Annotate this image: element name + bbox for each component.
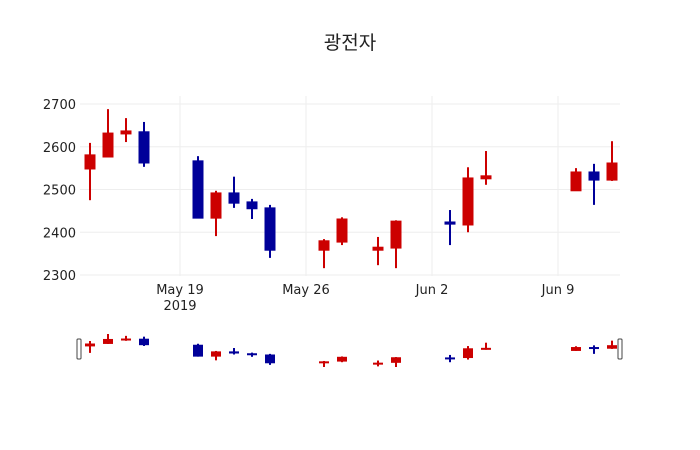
slider-candle <box>85 341 95 353</box>
x-tick-label: Jun 2 <box>415 283 449 298</box>
y-tick-label: 2400 <box>43 226 76 241</box>
gridlines <box>80 96 620 276</box>
candle[interactable] <box>390 220 402 269</box>
slider-candle <box>337 356 347 363</box>
y-tick-label: 2700 <box>43 98 76 113</box>
candle[interactable] <box>84 142 96 201</box>
candle[interactable] <box>336 217 348 246</box>
candle[interactable] <box>138 121 150 167</box>
slider-candle <box>391 357 401 367</box>
range-slider[interactable] <box>76 334 623 367</box>
range-slider-handle-left[interactable] <box>76 338 82 360</box>
slider-candle <box>265 353 275 365</box>
slider-candle <box>103 334 113 344</box>
candle[interactable] <box>588 163 600 205</box>
candle[interactable] <box>120 118 132 143</box>
chart-title: 광전자 <box>323 32 377 54</box>
slider-candle <box>373 360 383 367</box>
candle[interactable] <box>480 151 492 185</box>
candle[interactable] <box>606 141 618 181</box>
range-slider-handle-right[interactable] <box>617 338 623 360</box>
slider-candle <box>193 343 203 357</box>
slider-candle <box>589 345 599 354</box>
slider-candle <box>211 350 221 361</box>
slider-candle <box>121 335 131 341</box>
y-axis: 2300 2400 2500 2600 2700 <box>43 98 76 284</box>
candle[interactable] <box>264 204 276 258</box>
slider-candle <box>445 354 455 363</box>
slider-candle <box>481 342 491 350</box>
candle[interactable] <box>318 239 330 269</box>
slider-candle <box>139 336 149 346</box>
x-tick-label: May 26 <box>282 283 330 298</box>
candle[interactable] <box>102 109 114 158</box>
x-tick-sublabel: 2019 <box>163 299 196 314</box>
slider-candle <box>607 340 617 349</box>
candle[interactable] <box>462 167 474 233</box>
slider-candle <box>247 352 257 357</box>
candle[interactable] <box>246 198 258 219</box>
y-tick-label: 2300 <box>43 269 76 284</box>
x-tick-label: May 19 <box>156 283 204 298</box>
candle[interactable] <box>372 236 384 266</box>
candle[interactable] <box>210 190 222 237</box>
slider-candle <box>319 360 329 367</box>
slider-candle <box>571 346 581 351</box>
candle[interactable] <box>444 210 456 246</box>
x-tick-label: Jun 9 <box>541 283 575 298</box>
candle[interactable] <box>570 168 582 192</box>
slider-candle <box>463 346 473 360</box>
slider-candle <box>229 348 239 355</box>
y-tick-label: 2600 <box>43 141 76 156</box>
candle[interactable] <box>228 176 240 208</box>
candles-main[interactable] <box>84 109 618 269</box>
y-tick-label: 2500 <box>43 184 76 199</box>
candle[interactable] <box>192 156 204 219</box>
